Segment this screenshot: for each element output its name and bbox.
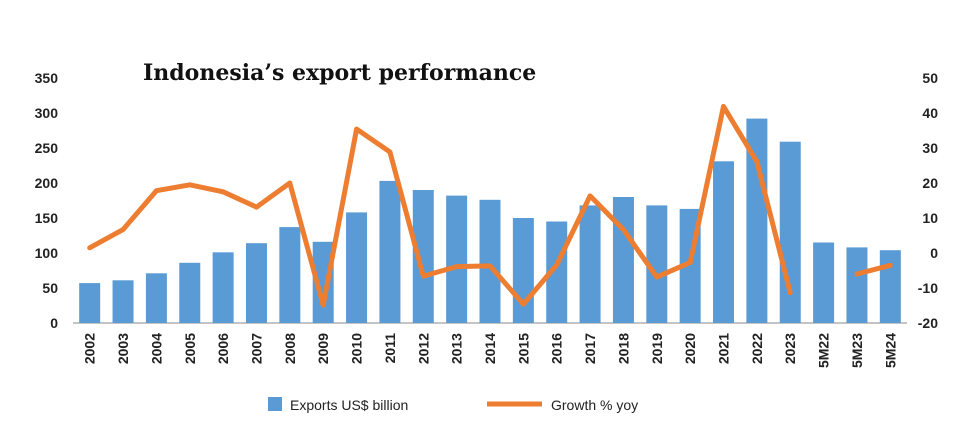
growth-line: [87, 103, 793, 308]
bar: [746, 118, 768, 323]
left-tick-label: 100: [35, 245, 59, 261]
right-tick-label: 30: [922, 140, 938, 156]
bar: [512, 218, 534, 323]
legend-bar-swatch: [268, 397, 282, 411]
bar: [879, 250, 901, 323]
x-tick-label: 2016: [549, 333, 565, 364]
x-tick-label: 2021: [716, 333, 732, 364]
x-tick-label: 2011: [382, 333, 398, 364]
bar: [579, 205, 601, 323]
left-axis: 0 50 100 150 200 250 300 350: [35, 70, 59, 331]
bar: [145, 273, 167, 323]
x-tick-label: 2019: [649, 333, 665, 364]
x-tick-label: 2012: [415, 333, 431, 364]
bar: [245, 243, 267, 323]
left-tick-label: 0: [50, 315, 58, 331]
bar: [646, 205, 668, 323]
chart-title: Indonesia’s export performance: [143, 60, 536, 86]
x-tick-label: 5M24: [882, 333, 898, 368]
x-tick-label: 2008: [282, 333, 298, 364]
x-tick-label: 2020: [682, 333, 698, 364]
legend-bar-label: Exports US$ billion: [290, 397, 408, 413]
x-tick-label: 2003: [115, 333, 131, 364]
legend: Exports US$ billion Growth % yoy: [268, 397, 638, 413]
x-tick-label: 2007: [248, 333, 264, 364]
left-tick-label: 50: [42, 280, 58, 296]
line-series: [87, 103, 893, 308]
left-tick-label: 250: [35, 140, 59, 156]
x-tick-label: 2005: [182, 333, 198, 364]
x-tick-label: 2002: [82, 333, 98, 364]
bar-series: [79, 118, 901, 323]
bar: [212, 252, 234, 323]
bar: [546, 221, 568, 323]
right-tick-label: 50: [922, 70, 938, 86]
x-tick-label: 2004: [148, 333, 164, 364]
x-tick-label: 5M23: [849, 333, 865, 368]
x-tick-label: 2009: [315, 333, 331, 364]
bar: [779, 141, 801, 323]
x-tick-label: 2017: [582, 333, 598, 364]
bar: [612, 197, 634, 323]
right-tick-label: 0: [930, 245, 938, 261]
right-tick-label: 10: [922, 210, 938, 226]
bar: [813, 242, 835, 323]
x-tick-label: 2022: [749, 333, 765, 364]
bar: [346, 212, 368, 323]
bar: [713, 161, 735, 323]
right-axis: -20 -10 0 10 20 30 40 50: [918, 70, 938, 331]
x-tick-label: 2014: [482, 333, 498, 364]
bar: [279, 227, 301, 323]
left-tick-label: 200: [35, 175, 59, 191]
bar: [846, 247, 868, 323]
left-tick-label: 300: [35, 105, 59, 121]
x-tick-label: 2010: [349, 333, 365, 364]
x-tick-label: 2013: [449, 333, 465, 364]
x-tick-label: 5M22: [816, 333, 832, 368]
x-tick-label: 2006: [215, 333, 231, 364]
bar: [312, 241, 334, 323]
x-tick-label: 2015: [515, 333, 531, 364]
x-tick-label: 2018: [615, 333, 631, 364]
legend-line-label: Growth % yoy: [551, 397, 638, 413]
growth-line: [854, 262, 893, 277]
bar: [112, 280, 134, 323]
bar: [79, 283, 101, 323]
bar: [446, 195, 468, 323]
bar: [379, 180, 401, 323]
bar: [479, 199, 501, 323]
x-tick-label: 2023: [782, 333, 798, 364]
right-tick-label: -10: [918, 280, 938, 296]
left-tick-label: 150: [35, 210, 59, 226]
right-tick-label: -20: [918, 315, 938, 331]
bar: [412, 190, 434, 323]
left-tick-label: 350: [35, 70, 59, 86]
x-axis: 2002 2003 2004 2005 2006 2007 2008 2009 2010 2011…: [82, 333, 899, 368]
bar: [179, 262, 201, 323]
right-tick-label: 40: [922, 105, 938, 121]
right-tick-label: 20: [922, 175, 938, 191]
